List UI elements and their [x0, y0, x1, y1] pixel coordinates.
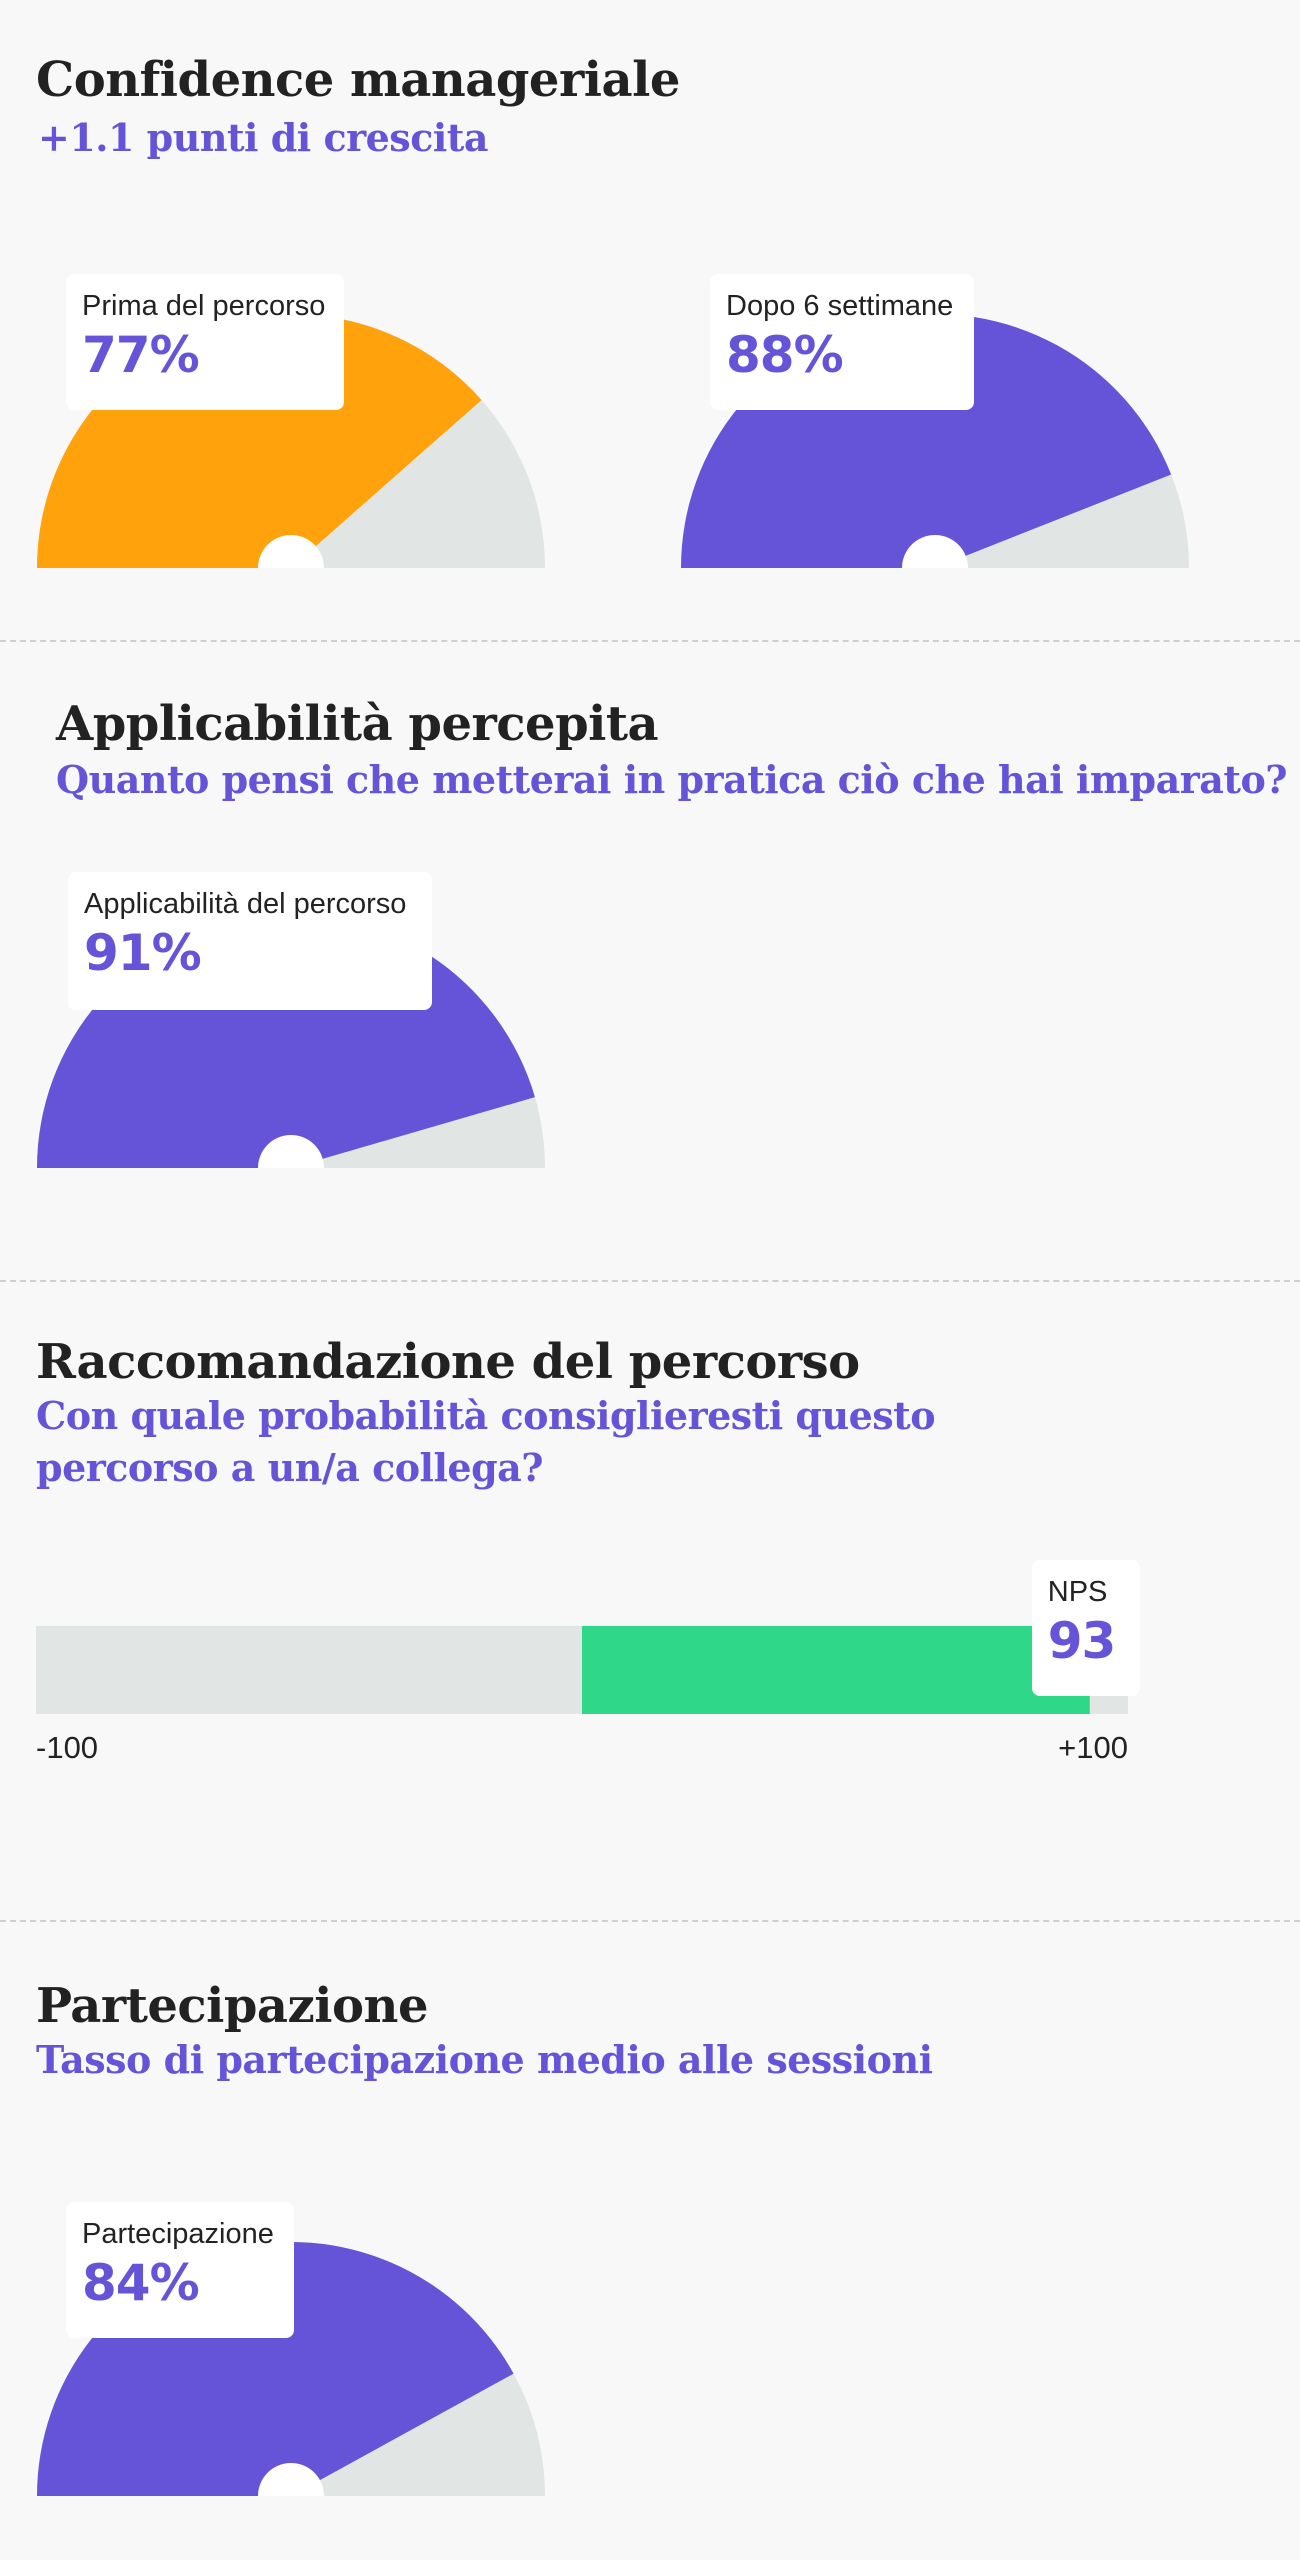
nps-card: NPS 93: [1031, 1560, 1140, 1696]
gauge-dopo-6-settimane: Dopo 6 settimane 88%: [680, 270, 1190, 570]
gauge-card: Dopo 6 settimane 88%: [710, 274, 974, 410]
section-applicabilita: Applicabilità percepita Quanto pensi che…: [0, 640, 1300, 1280]
section-subtitle: Con quale probabilità consiglieresti que…: [36, 1393, 936, 1490]
nps-bar-svg: [36, 1626, 1128, 1714]
gauge-card: Applicabilità del percorso 91%: [68, 872, 432, 1010]
section-partecipazione: Partecipazione Tasso di partecipazione m…: [0, 1920, 1300, 2560]
section-subtitle: +1.1 punti di crescita: [38, 115, 488, 160]
gauge-hub: [902, 535, 968, 568]
nps-min-label: -100: [36, 1730, 99, 1765]
nps-label: NPS: [1047, 1576, 1108, 1608]
section-title: Applicabilità percepita: [56, 696, 659, 752]
section-confidence: Confidence manageriale +1.1 punti di cre…: [0, 0, 1300, 640]
section-divider: [0, 1280, 1300, 1282]
gauge-hub: [258, 1135, 324, 1168]
gauge-value: 91%: [84, 924, 202, 982]
nps-max-label: +100: [1058, 1730, 1128, 1765]
section-raccomandazione: Raccomandazione del percorso Con quale p…: [0, 1280, 1300, 1920]
nps-bar-chart: NPS 93 -100 +100: [36, 1560, 1140, 1800]
section-title: Confidence manageriale: [36, 52, 680, 108]
gauge-value: 77%: [82, 326, 200, 384]
nps-value-bar: [582, 1626, 1090, 1714]
gauge-label: Dopo 6 settimane: [726, 290, 954, 322]
gauge-prima-del-percorso: Prima del percorso 77%: [36, 270, 546, 570]
gauge-partecipazione: Partecipazione 84%: [36, 2198, 546, 2498]
gauge-card: Prima del percorso 77%: [66, 274, 344, 410]
section-subtitle: Quanto pensi che metterai in pratica ciò…: [56, 757, 1288, 802]
section-subtitle: Tasso di partecipazione medio alle sessi…: [36, 2037, 933, 2082]
gauge-label: Prima del percorso: [82, 290, 326, 322]
gauge-label: Applicabilità del percorso: [84, 888, 407, 920]
gauge-card: Partecipazione 84%: [66, 2202, 294, 2338]
section-title: Partecipazione: [36, 1978, 428, 2034]
gauge-hub: [258, 2463, 324, 2496]
gauge-hub: [258, 535, 324, 568]
nps-value: 93: [1047, 1612, 1117, 1670]
section-title: Raccomandazione del percorso: [36, 1334, 860, 1390]
gauge-svg: [37, 2242, 545, 2496]
gauge-applicabilita-del-percorso: Applicabilità del percorso 91%: [36, 870, 546, 1170]
section-divider: [0, 1920, 1300, 1922]
gauge-value: 88%: [726, 326, 844, 384]
gauge-value: 84%: [82, 2254, 200, 2312]
gauge-label: Partecipazione: [82, 2218, 274, 2250]
section-divider: [0, 640, 1300, 642]
